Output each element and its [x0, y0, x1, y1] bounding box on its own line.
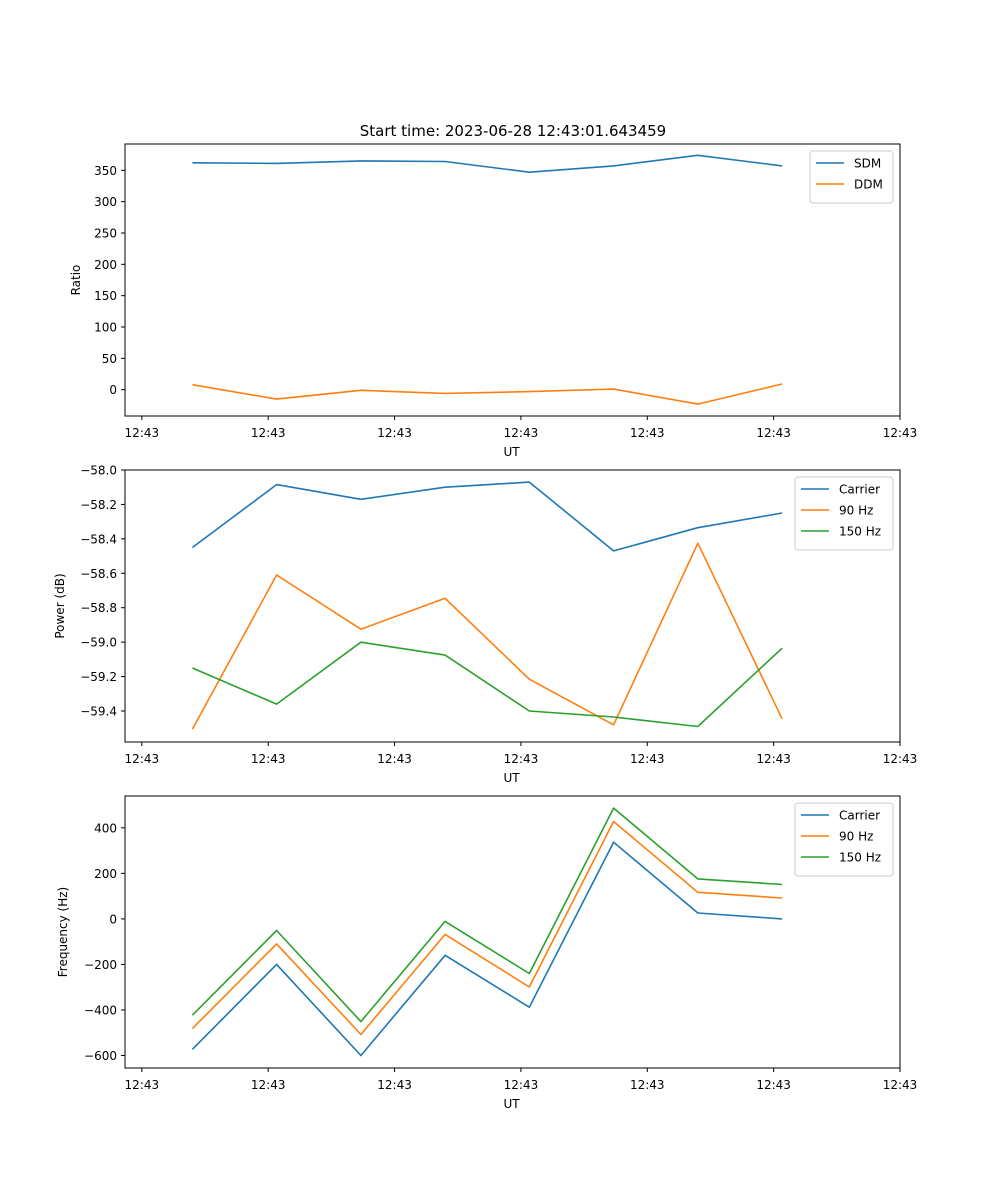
series-line-2-1 [191, 481, 783, 552]
y-tick-label: −59.4 [80, 705, 117, 719]
y-tick-label: 50 [102, 352, 117, 366]
x-tick-label: 12:43 [377, 1078, 412, 1092]
y-tick-label: −58.4 [80, 532, 117, 546]
y-tick-label: 0 [109, 383, 117, 397]
series-line-1-1 [192, 154, 783, 173]
y-tick-label: 150 [94, 289, 117, 303]
x-tick-label: 12:43 [377, 426, 412, 440]
legend-entry: DDM [854, 178, 883, 192]
x-axis-label: UT [503, 771, 520, 785]
y-tick-label: 0 [109, 912, 117, 926]
y-tick-label: −600 [84, 1049, 117, 1063]
series-line-3-2 [191, 820, 783, 1036]
x-axis-label: UT [503, 445, 520, 459]
series-line-2-3 [192, 641, 783, 728]
y-tick-label: −59.0 [80, 636, 117, 650]
x-tick-label: 12:43 [251, 752, 286, 766]
legend-entry: 90 Hz [839, 830, 873, 844]
legend-entry: 150 Hz [839, 851, 881, 865]
x-tick-label: 12:43 [125, 1078, 160, 1092]
y-tick-label: −58.6 [80, 567, 117, 581]
series-line-3-1 [191, 841, 783, 1057]
series-line-3-3 [191, 807, 783, 1023]
figure-title: Start time: 2023-06-28 12:43:01.643459 [360, 122, 666, 140]
x-tick-label: 12:43 [630, 426, 665, 440]
axes-frame [124, 143, 901, 417]
x-axis-label: UT [503, 1097, 520, 1111]
y-tick-label: 200 [94, 258, 117, 272]
legend-entry: Carrier [839, 483, 880, 497]
y-tick-label: −58.2 [80, 498, 117, 512]
y-tick-label: 350 [94, 164, 117, 178]
y-tick-label: 400 [94, 821, 117, 835]
y-tick-label: 100 [94, 321, 117, 335]
x-tick-label: 12:43 [504, 1078, 539, 1092]
y-axis-label: Frequency (Hz) [56, 887, 70, 978]
y-axis-label: Power (dB) [53, 573, 67, 638]
x-tick-label: 12:43 [125, 426, 160, 440]
x-tick-label: 12:43 [756, 752, 791, 766]
legend-entry: 90 Hz [839, 504, 873, 518]
x-tick-label: 12:43 [883, 752, 918, 766]
series-line-2-2 [191, 542, 783, 730]
chart-panel-2: −58.0 −58.2 −58.4 −58.6 −58.8 −59.0 −59.2 −59.4… [53, 464, 917, 786]
y-tick-label: −58.0 [80, 464, 117, 478]
y-axis-label: Ratio [69, 265, 83, 296]
y-tick-label: −200 [84, 958, 117, 972]
x-tick-label: 12:43 [883, 1078, 918, 1092]
chart-panel-1: 0 50 100 150 200 250 300 350 12:43 12:43 12:43 12:4… [69, 143, 918, 459]
x-tick-label: 12:43 [504, 426, 539, 440]
x-tick-label: 12:43 [251, 1078, 286, 1092]
x-tick-label: 12:43 [756, 1078, 791, 1092]
legend-entry: SDM [854, 157, 881, 171]
x-tick-label: 12:43 [756, 426, 791, 440]
legend-entry: Carrier [839, 809, 880, 823]
legend-box [809, 150, 894, 204]
legend-entry: 150 Hz [839, 525, 881, 539]
y-tick-label: 300 [94, 195, 117, 209]
x-tick-label: 12:43 [504, 752, 539, 766]
axes-frame [124, 795, 901, 1069]
x-tick-label: 12:43 [630, 1078, 665, 1092]
x-tick-label: 12:43 [883, 426, 918, 440]
y-tick-label: −58.8 [80, 601, 117, 615]
y-tick-label: −400 [84, 1003, 117, 1017]
x-tick-label: 12:43 [377, 752, 412, 766]
y-tick-label: 250 [94, 226, 117, 240]
y-tick-label: 200 [94, 867, 117, 881]
x-tick-label: 12:43 [630, 752, 665, 766]
x-tick-label: 12:43 [251, 426, 286, 440]
y-tick-label: −59.2 [80, 670, 117, 684]
chart-panel-3: 400 200 0 −200 −400 −600 12:43 12:43 12:43 12:43 1… [56, 795, 918, 1111]
axes-frame [124, 469, 901, 743]
series-line-1-2 [192, 383, 783, 405]
x-tick-label: 12:43 [125, 752, 160, 766]
